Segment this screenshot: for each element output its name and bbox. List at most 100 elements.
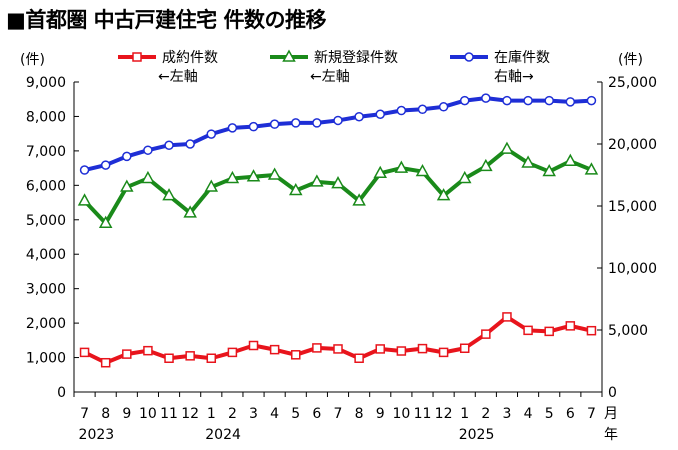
data-point-series-3 [100,160,111,170]
data-point-series-2 [98,215,113,228]
right-tick-label: 5,000 [608,323,648,339]
data-point-series-3 [269,119,280,129]
data-point-series-1 [417,343,428,354]
legend-axis-note-1: ←左軸 [158,69,198,85]
data-point-series-2 [479,158,493,172]
x-month-label: 1 [207,406,216,422]
data-point-series-2 [542,163,556,177]
data-point-series-2 [204,179,219,192]
data-point-series-2 [288,182,303,196]
x-month-label: 7 [334,406,343,422]
left-axis-unit: (件) [20,52,45,68]
x-month-label: 10 [392,406,410,422]
x-month-label: 11 [414,406,432,422]
x-month-label: 12 [181,406,199,422]
left-tick-label: 6,000 [26,178,66,194]
data-point-series-2 [141,170,155,184]
legend-label-2: 新規登録件数 [314,50,398,66]
data-point-series-1 [438,347,449,358]
data-point-series-2 [77,193,92,206]
series-line-3 [84,96,592,172]
data-point-series-3 [438,102,449,112]
x-month-label: 4 [524,406,533,422]
left-tick-label: 2,000 [26,316,66,332]
data-point-series-2 [415,163,430,177]
data-point-series-3 [143,145,153,155]
data-point-series-2 [436,188,451,201]
x-month-label: 3 [249,406,258,422]
data-point-series-1 [396,346,407,356]
data-point-series-3 [502,95,512,106]
data-point-series-2 [331,176,345,189]
right-tick-label: 20,000 [608,137,657,153]
data-point-series-3 [459,95,470,106]
data-point-series-1 [79,347,90,358]
x-unit-month: 月 [604,406,618,422]
legend-label-1: 成約件数 [162,50,218,66]
data-point-series-1 [269,344,280,355]
data-point-series-1 [227,347,238,358]
x-month-label: 4 [270,406,279,422]
right-tick-label: 10,000 [608,261,657,277]
x-month-label: 6 [566,406,575,422]
data-point-series-1 [375,344,385,354]
x-month-label: 5 [291,406,300,422]
data-point-series-2 [457,170,472,184]
x-year-label: 2025 [459,427,495,443]
x-unit-year: 年 [604,427,618,443]
data-point-series-3 [164,140,174,150]
data-point-series-1 [565,321,576,331]
data-point-series-3 [312,118,322,128]
data-point-series-3 [333,115,343,126]
data-point-series-2 [183,205,197,218]
data-point-series-2 [521,155,535,168]
x-month-label: 7 [587,406,596,422]
data-point-series-1 [459,343,470,354]
x-month-label: 8 [355,406,364,422]
left-tick-label: 5,000 [26,213,66,229]
series-line-1 [83,314,592,365]
legend-marker-2 [282,49,296,62]
data-point-series-2 [310,174,324,187]
data-point-series-3 [481,93,491,103]
data-point-series-3 [565,97,576,107]
legend-axis-note-2: ←左軸 [310,69,350,85]
x-month-label: 1 [460,406,469,422]
x-month-label: 6 [312,406,321,422]
legend-label-3: 在庫件数 [494,49,550,66]
right-tick-label: 0 [608,385,617,401]
data-point-series-2 [563,153,578,166]
x-month-label: 10 [139,406,157,422]
data-point-series-3 [396,105,407,116]
left-tick-label: 7,000 [26,144,66,160]
x-month-label: 7 [80,406,89,422]
data-point-series-2 [584,162,599,175]
data-point-series-2 [120,179,134,192]
data-point-series-3 [291,118,301,128]
x-year-label: 2024 [205,427,241,443]
data-point-series-1 [502,312,512,322]
right-axis-unit: (件) [618,52,643,68]
data-point-series-1 [523,325,533,336]
data-point-series-2 [246,169,261,182]
data-point-series-1 [248,340,259,351]
x-month-label: 12 [435,406,453,422]
left-tick-label: 9,000 [26,75,66,91]
chart-title: ■首都圏 中古戸建住宅 件数の推移 [6,8,326,32]
x-month-label: 3 [502,406,511,422]
left-tick-label: 0 [57,385,66,401]
data-point-series-1 [185,351,195,361]
x-month-label: 9 [122,406,131,422]
data-point-series-2 [225,170,240,184]
left-tick-label: 3,000 [26,282,66,298]
left-tick-label: 8,000 [26,109,66,125]
data-point-series-3 [354,111,364,122]
data-point-series-3 [185,139,195,149]
data-point-series-3 [122,151,132,162]
data-point-series-3 [523,95,533,106]
x-month-label: 8 [101,406,110,422]
x-year-label: 2023 [79,427,115,443]
data-point-series-3 [375,109,385,119]
data-point-series-2 [500,141,514,154]
